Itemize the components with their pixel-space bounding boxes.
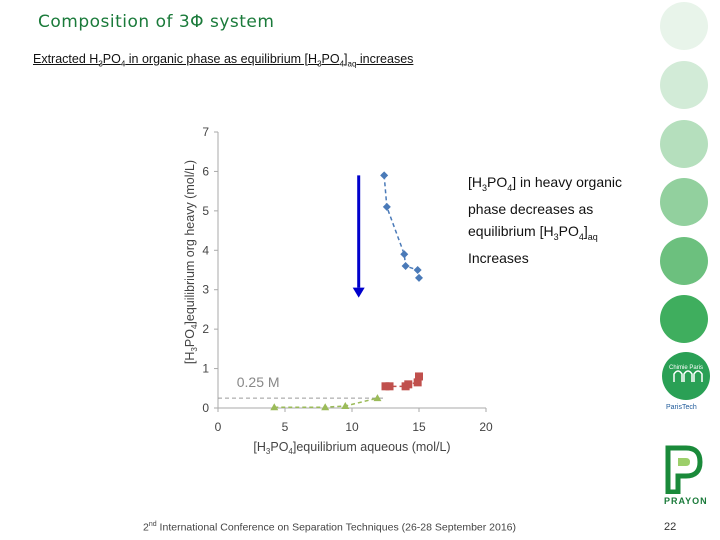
x-tick-label: 15 <box>412 420 426 434</box>
data-point-square <box>385 382 394 391</box>
x-axis-label-part: PO <box>270 440 288 454</box>
data-point-diamond <box>400 250 409 259</box>
y-axis-label-part: [H <box>183 352 197 365</box>
prayon-logo-text: PRAYON <box>664 496 708 506</box>
subtitle-sub: 4 <box>339 59 345 69</box>
data-point-square <box>415 372 423 381</box>
chimie-paris-text: Chimie Paris <box>668 365 703 371</box>
data-point-triangle <box>321 403 330 411</box>
subtitle-text: PO <box>321 52 340 66</box>
data-point-square <box>413 378 422 387</box>
annotation-sub: 3 <box>553 231 559 242</box>
annotation-text: ] <box>583 222 588 239</box>
x-tick-label: 0 <box>215 420 222 434</box>
x-axis-label: [H3PO4]equilibrium aqueous (mol/L) <box>253 440 450 456</box>
subtitle-sub: 3 <box>98 59 103 69</box>
subtitle-text: Extracted H <box>33 52 99 66</box>
decorative-dot <box>660 237 708 285</box>
data-point-diamond <box>415 273 423 282</box>
y-axis-label-part: ]equilibrium org heavy (mol/L) <box>183 160 197 325</box>
y-tick-label: 6 <box>202 164 209 178</box>
data-point-triangle <box>270 403 279 411</box>
y-tick-label: 3 <box>202 283 209 297</box>
annotation-text: ] in heavy organic phase decreases as eq… <box>468 174 622 239</box>
y-tick-label: 5 <box>202 204 209 218</box>
data-point-diamond <box>401 262 410 271</box>
annotation-sub: 3 <box>482 182 488 193</box>
subtitle-sub: 4 <box>120 59 126 69</box>
annotation-text: Increases <box>468 250 529 267</box>
x-axis-label-part: ]equilibrium aqueous (mol/L) <box>293 440 451 454</box>
data-point-square <box>404 380 413 389</box>
slide-title: Composition of 3Φ system <box>38 12 275 32</box>
x-axis-label-part: 3 <box>266 447 271 456</box>
decorative-dot <box>660 178 708 226</box>
prayon-logo-icon <box>665 445 703 494</box>
footer-text: 2 <box>143 521 149 534</box>
decorative-dot <box>660 295 708 343</box>
x-tick-label: 10 <box>345 420 359 434</box>
y-axis-label-part: 4 <box>190 324 199 329</box>
data-point-diamond <box>380 171 389 180</box>
subtitle-text: in organic phase as equilibrium [H <box>125 52 318 66</box>
decorative-dot <box>660 120 708 168</box>
series-line <box>274 397 378 408</box>
paristech-logo: ParisTech <box>666 404 697 411</box>
data-point-triangle <box>341 402 350 410</box>
series-line <box>383 175 420 279</box>
x-tick-label: 5 <box>282 420 289 434</box>
annotation-sub: aq <box>587 231 598 242</box>
subtitle-sub: 3 <box>317 59 322 69</box>
subtitle-text: ] <box>344 52 348 66</box>
subtitle-text: increases <box>356 52 414 66</box>
decorative-dot <box>660 61 708 109</box>
trend-arrow-head <box>352 287 365 298</box>
y-tick-label: 2 <box>202 322 209 336</box>
data-point-diamond <box>382 202 391 211</box>
subtitle-text: PO <box>102 52 121 66</box>
x-axis-label-part: [H <box>253 440 266 454</box>
chimie-paris-logo: Chimie Paris <box>662 352 710 400</box>
data-point-square <box>381 382 390 391</box>
decorative-dot <box>660 2 708 50</box>
subtitle-sub: aq <box>347 59 357 69</box>
y-tick-label: 7 <box>202 125 209 139</box>
y-tick-label: 4 <box>202 243 209 257</box>
chart-annotation: [H3PO4] in heavy organic phase decreases… <box>468 172 658 270</box>
data-point-triangle <box>373 394 382 402</box>
data-point-diamond <box>413 266 422 274</box>
y-axis-label-part: 3 <box>190 347 199 352</box>
slide-subtitle: Extracted H3PO4 in organic phase as equi… <box>33 52 413 69</box>
y-axis-label-part: PO <box>183 329 197 347</box>
annotation-sub: 4 <box>507 182 513 193</box>
footer-sup: nd <box>148 521 157 528</box>
footer: 2nd International Conference on Separati… <box>143 521 516 534</box>
annotation-text: PO <box>487 174 508 190</box>
annotation-text: PO <box>558 222 579 239</box>
annotation-sub: 4 <box>578 231 584 242</box>
footer-text: International Conference on Separation T… <box>156 521 517 534</box>
x-tick-label: 20 <box>479 420 493 434</box>
annotation-text: [H <box>468 174 482 190</box>
y-axis-label: [H3PO4]equilibrium org heavy (mol/L) <box>183 160 199 364</box>
reference-line-label: 0.25 M <box>237 374 280 390</box>
x-axis-label-part: 4 <box>288 447 293 456</box>
arches-icon <box>673 370 703 382</box>
y-tick-label: 1 <box>202 362 209 376</box>
y-tick-label: 0 <box>202 401 209 415</box>
page-number: 22 <box>664 521 677 533</box>
